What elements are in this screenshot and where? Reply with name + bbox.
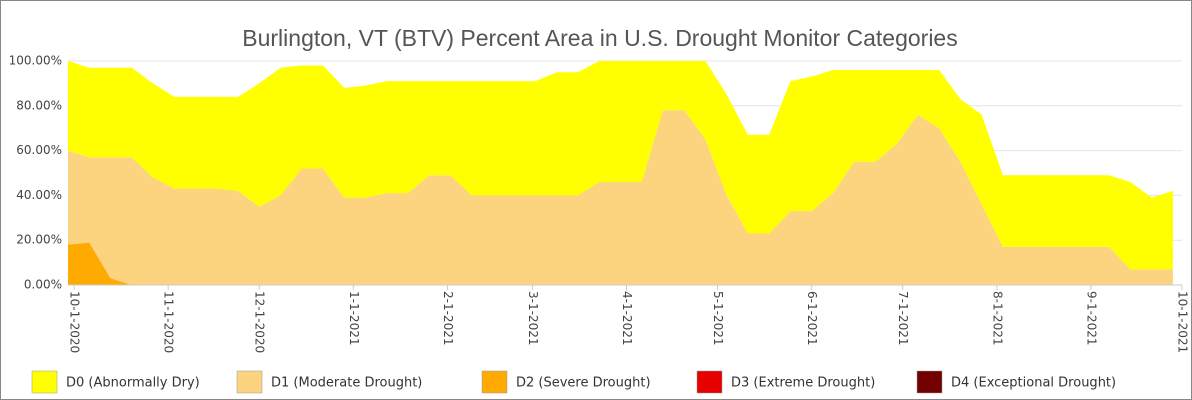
legend-label: D2 (Severe Drought) [516, 376, 651, 391]
areas [68, 61, 1173, 285]
y-tick-label: 20.00% [16, 233, 62, 247]
x-tick-label: 1-1-2021 [347, 291, 361, 345]
legend-swatch [916, 370, 943, 394]
area [68, 61, 1173, 270]
x-tick-label: 4-1-2021 [620, 291, 634, 345]
y-tick-label: 80.00% [16, 98, 62, 112]
x-tick-label: 11-1-2020 [162, 291, 176, 353]
x-tick-label: 7-1-2021 [896, 291, 910, 345]
axes: 0.00% 20.00% 40.00% 60.00% 80.00% 100.00% 10-1… [9, 54, 1190, 354]
legend-swatch [236, 370, 263, 394]
y-tick-label: 100.00% [9, 54, 62, 68]
chart-title: Burlington, VT (BTV) Percent Area in U.S… [242, 25, 957, 51]
x-tick-label: 8-1-2021 [990, 291, 1004, 345]
x-tick-label: 10-1-2021 [1176, 291, 1190, 353]
legend-swatch [481, 370, 508, 394]
x-tick-label: 12-1-2020 [253, 291, 267, 353]
area [68, 110, 1173, 285]
x-tick-label: 5-1-2021 [711, 291, 725, 345]
legend-label: D3 (Extreme Drought) [731, 376, 875, 391]
y-tick-label: 60.00% [16, 143, 62, 157]
x-tick-label: 10-1-2020 [68, 291, 82, 353]
legend-label: D1 (Moderate Drought) [271, 376, 422, 391]
x-tick-label: 6-1-2021 [805, 291, 819, 345]
x-tick-label: 9-1-2021 [1084, 291, 1098, 345]
legend-label: D0 (Abnormally Dry) [66, 376, 200, 391]
y-tick-label: 40.00% [16, 188, 62, 202]
legend: D0 (Abnormally Dry) D1 (Moderate Drought)… [31, 370, 1116, 394]
legend-label: D4 (Exceptional Drought) [951, 376, 1116, 391]
legend-swatch [31, 370, 58, 394]
y-tick-label: 0.00% [24, 278, 62, 292]
x-tick-label: 3-1-2021 [526, 291, 540, 345]
legend-swatch [696, 370, 723, 394]
x-tick-label: 2-1-2021 [441, 291, 455, 345]
